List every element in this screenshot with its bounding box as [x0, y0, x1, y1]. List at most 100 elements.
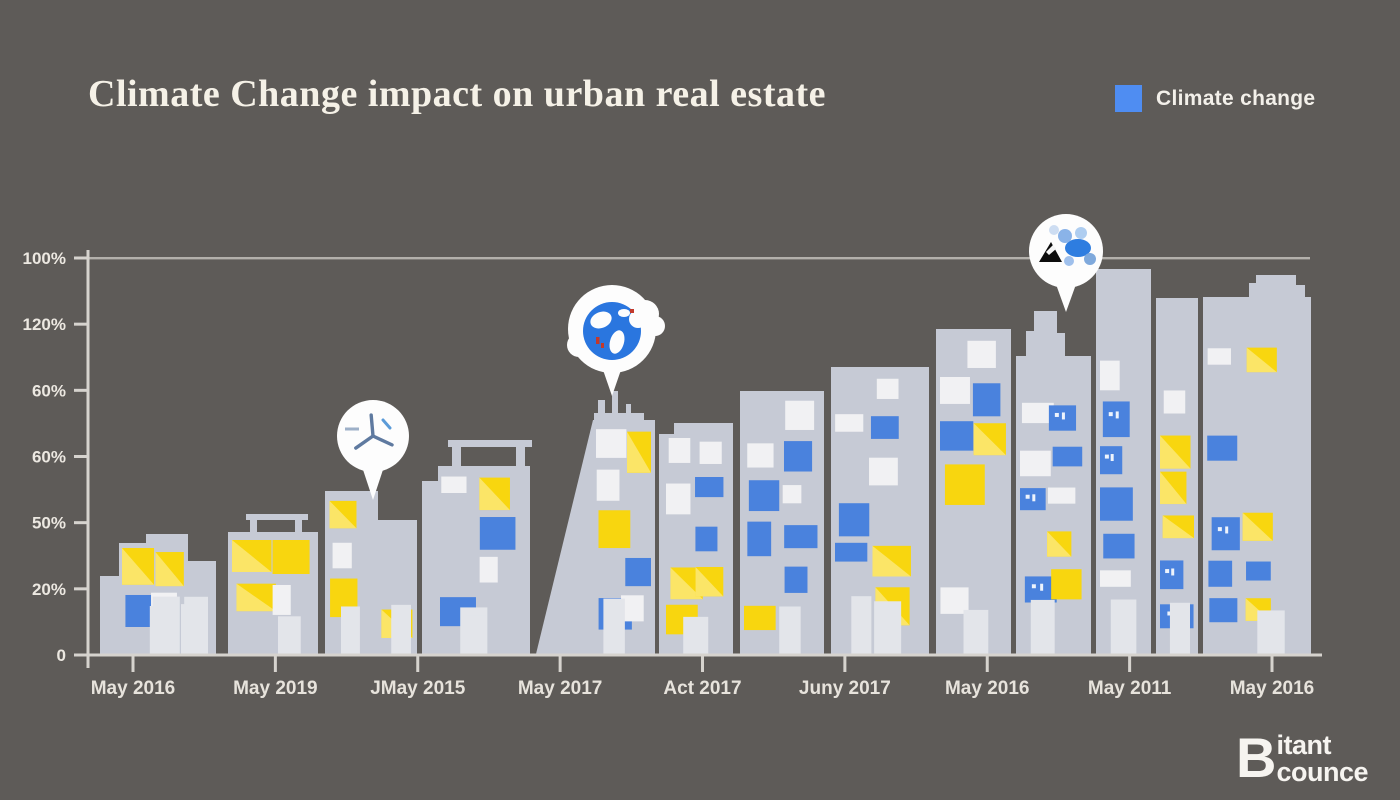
building-window — [835, 414, 864, 432]
building-bar — [100, 534, 216, 654]
legend-label: Climate change — [1156, 86, 1316, 110]
window-highlight — [872, 545, 911, 577]
building-door — [963, 609, 989, 654]
y-axis-tick-label: 50% — [32, 514, 66, 533]
building-window — [784, 525, 818, 549]
cloud-mountain-pin-icon — [1029, 214, 1103, 312]
building-window — [940, 376, 970, 404]
axes: 100% 120% 60% 60% 50% 20% 0 May 2016 May 2019 JMa… — [23, 249, 1322, 699]
building-window — [869, 457, 898, 486]
building-door — [340, 606, 360, 654]
building-window — [272, 584, 291, 615]
building-window — [1163, 390, 1186, 414]
building-window — [1209, 598, 1238, 623]
building-window — [1021, 402, 1054, 424]
y-axis-tick — [74, 455, 88, 458]
x-axis-tick — [273, 655, 277, 672]
window-glyph — [1061, 412, 1065, 420]
legend-swatch-climate-change — [1115, 85, 1142, 112]
window-highlight — [232, 540, 272, 572]
building-window — [1051, 569, 1082, 600]
building-window — [1207, 435, 1238, 461]
building-window — [876, 378, 899, 399]
window-glyph — [1108, 412, 1113, 417]
building-bar — [536, 391, 655, 654]
building-window — [699, 441, 722, 464]
building-bars — [100, 269, 1311, 654]
building-bar — [1016, 311, 1091, 654]
building-door — [149, 605, 178, 654]
building-window — [784, 566, 808, 593]
window-glyph — [1171, 568, 1175, 576]
x-axis-tick — [843, 655, 847, 672]
window-glyph — [1032, 494, 1036, 502]
building-window — [1103, 533, 1135, 559]
window-highlight — [236, 583, 276, 612]
building-window — [668, 438, 691, 463]
y-axis-tick-label: 20% — [32, 580, 66, 599]
window-highlight — [1242, 512, 1273, 541]
y-axis-tick-label: 0 — [57, 646, 66, 665]
window-glyph — [1040, 583, 1044, 591]
building-window — [782, 485, 802, 504]
building-window — [1211, 517, 1240, 551]
y-axis-tick-label: 60% — [32, 448, 66, 467]
building-window — [1208, 560, 1233, 587]
building-bar — [831, 367, 929, 654]
x-axis-category-label: May 2016 — [91, 678, 176, 699]
x-axis-line — [78, 653, 1322, 657]
window-highlight — [1162, 515, 1194, 539]
building-bar — [1203, 275, 1311, 654]
building-window — [595, 429, 627, 458]
window-highlight — [1160, 471, 1187, 505]
window-highlight — [122, 548, 155, 585]
x-axis-category-label: May 2011 — [1088, 678, 1172, 699]
top-reference-line — [75, 257, 1310, 260]
building-window — [332, 542, 352, 569]
building-door — [779, 606, 801, 654]
building-door — [180, 604, 208, 654]
y-axis-tick-label: 100% — [23, 249, 66, 268]
building-window — [967, 340, 996, 368]
building-window — [596, 469, 620, 501]
x-axis-category-label: Act 2017 — [663, 678, 741, 699]
building-window — [838, 503, 870, 537]
y-axis-tick-label: 60% — [32, 381, 66, 400]
x-axis-category-label: Juny 2017 — [799, 678, 891, 699]
building-window — [747, 521, 772, 557]
y-axis-tick — [74, 521, 88, 525]
building-door — [1030, 599, 1055, 654]
window-glyph — [1025, 494, 1030, 499]
wind-turbine-pin-icon — [337, 400, 409, 500]
x-axis-tick — [701, 655, 704, 672]
building-window — [1047, 487, 1076, 504]
x-axis-tick — [416, 655, 420, 672]
building-bar — [659, 423, 733, 654]
window-highlight — [1245, 598, 1271, 621]
building-roof-structure — [295, 520, 302, 533]
window-highlight — [1160, 435, 1191, 469]
building-bar — [228, 514, 318, 654]
building-roof-structure — [452, 447, 461, 467]
building-window — [785, 400, 815, 430]
x-axis-category-label: May 2019 — [233, 678, 318, 699]
building-door — [465, 615, 487, 654]
legend: Climate change — [1115, 85, 1315, 112]
building-window — [1246, 561, 1271, 581]
building-window — [441, 476, 467, 494]
building-window — [1102, 401, 1130, 438]
window-highlight — [1246, 347, 1277, 373]
building-window — [748, 480, 780, 512]
building-roof-structure — [250, 520, 257, 533]
brand-logo: B itant counce — [1236, 730, 1368, 786]
building-window — [1100, 360, 1120, 391]
building-window — [940, 587, 969, 614]
y-axis-tick-label: 120% — [23, 315, 66, 334]
building-window — [870, 416, 899, 439]
building-door — [683, 616, 709, 654]
building-window — [598, 510, 631, 549]
building-bar — [936, 329, 1011, 654]
